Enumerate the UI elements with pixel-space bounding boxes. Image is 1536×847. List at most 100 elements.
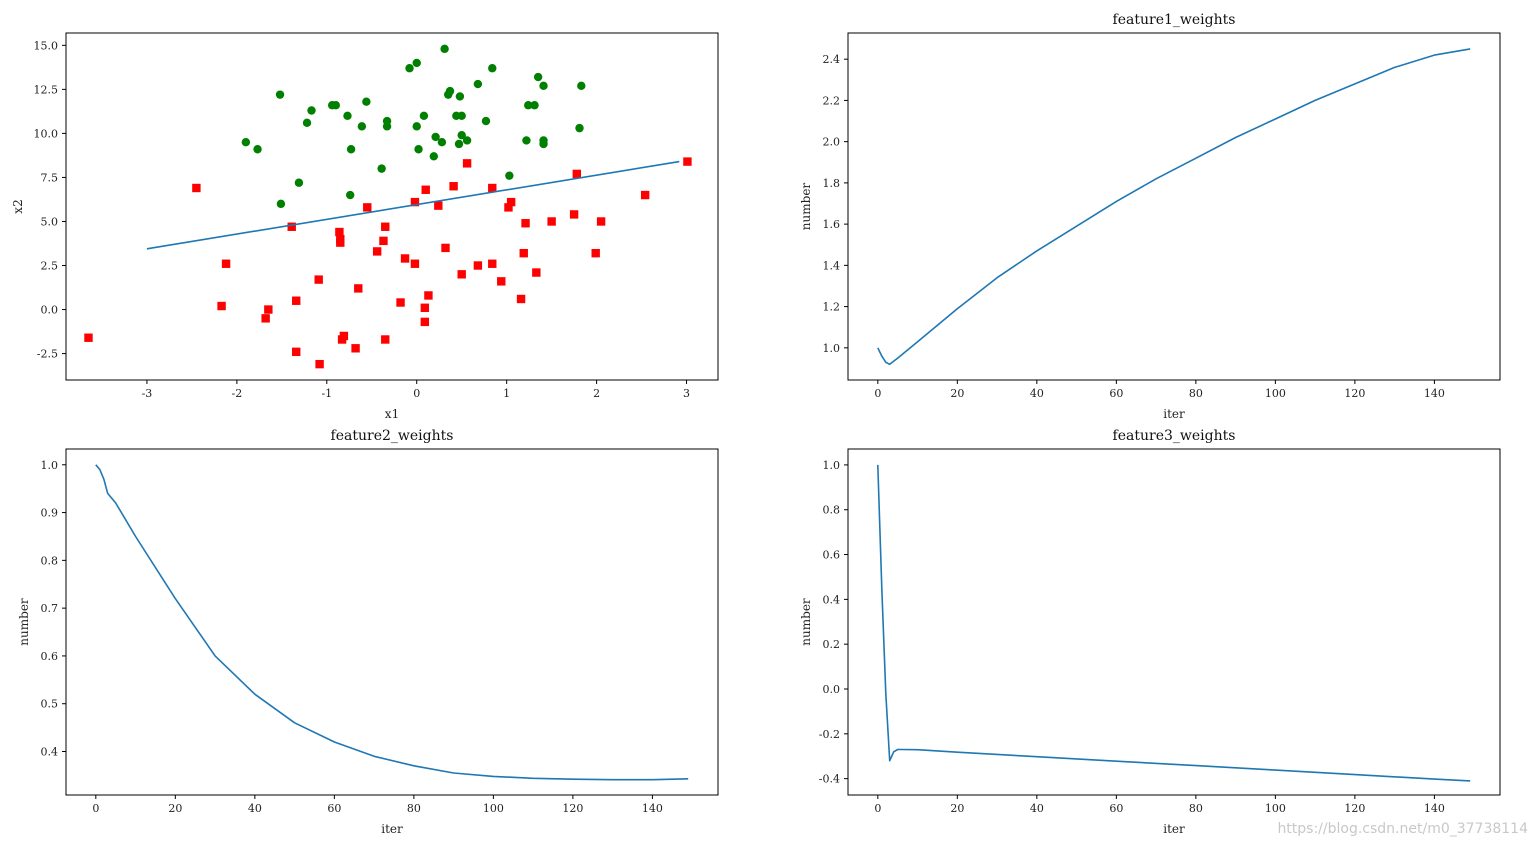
data-point-circle: [345, 190, 355, 200]
data-point-circle: [444, 90, 453, 99]
data-point-square: [217, 301, 226, 311]
data-point-square: [591, 248, 600, 258]
data-point-square: [640, 190, 650, 200]
data-point-square: [261, 314, 270, 323]
watermark: https://blog.csdn.net/m0_37738114: [1277, 821, 1528, 837]
x-tick-label: 40: [248, 802, 262, 815]
data-point-square: [457, 270, 466, 279]
data-point-square: [516, 294, 526, 304]
data-point-square: [337, 335, 347, 344]
x-tick-label: 100: [1265, 802, 1286, 815]
x-tick-label: 40: [1030, 387, 1044, 400]
data-point-circle: [377, 164, 386, 173]
y-tick-label: 1.0: [41, 459, 59, 472]
x-tick-label: 0: [413, 387, 420, 400]
x-axis-label: x1: [385, 407, 399, 421]
y-tick-label: 7.5: [41, 171, 59, 184]
data-point-circle: [429, 152, 439, 161]
data-point-circle: [530, 101, 539, 110]
x-tick-label: 20: [168, 802, 182, 815]
x-tick-label: 0: [92, 802, 99, 815]
data-point-circle: [539, 139, 548, 149]
x-tick-label: -1: [321, 387, 332, 400]
x-tick-label: 100: [483, 802, 504, 815]
data-point-square: [420, 317, 430, 327]
x-tick-label: 80: [407, 802, 421, 815]
data-point-circle: [419, 111, 429, 120]
data-point-square: [504, 203, 513, 212]
y-tick-label: 0.6: [823, 549, 841, 562]
data-point-square: [192, 183, 201, 193]
data-point-square: [521, 219, 530, 228]
data-point-circle: [457, 130, 466, 140]
data-point-square: [292, 347, 301, 357]
x-tick-label: 2: [593, 387, 600, 400]
y-tick-label: 0.8: [823, 504, 841, 517]
chart-title: feature1_weights: [1113, 12, 1236, 28]
x-axis-label: iter: [1163, 407, 1185, 421]
x-tick-label: 100: [1265, 387, 1286, 400]
y-tick-label: 0.0: [823, 683, 841, 696]
x-tick-label: 0: [874, 802, 881, 815]
data-point-circle: [382, 122, 392, 131]
data-point-square: [420, 303, 430, 312]
y-tick-label: 0.5: [41, 698, 59, 711]
data-point-square: [441, 243, 450, 253]
x-tick-label: 80: [1189, 802, 1203, 815]
data-point-circle: [302, 118, 312, 128]
y-tick-label: 15.0: [34, 39, 59, 52]
data-point-circle: [577, 81, 586, 91]
data-point-square: [572, 169, 582, 179]
data-point-circle: [488, 64, 497, 73]
data-point-square: [264, 305, 273, 314]
data-point-circle: [524, 101, 533, 110]
data-point-square: [497, 277, 506, 286]
x-tick-label: 120: [1344, 802, 1365, 815]
data-point-circle: [253, 145, 262, 154]
plot-frame: [65, 32, 719, 381]
data-point-square: [351, 344, 360, 353]
chart-title: feature3_weights: [1113, 428, 1236, 444]
y-tick-label: 1.2: [823, 301, 841, 314]
x-tick-label: 1: [503, 387, 510, 400]
data-point-square: [84, 333, 93, 342]
y-tick-label: 0.4: [41, 746, 59, 759]
data-point-square: [596, 217, 606, 226]
y-tick-label: -0.4: [819, 773, 840, 786]
data-point-circle: [454, 139, 464, 149]
x-tick-label: 120: [1344, 387, 1365, 400]
plot-frame: [65, 448, 719, 796]
chart-scatter: -3 -2 -1 0 1 2 3 -2.5 0.0 2.5 5.0 7.5 10.0 12.5 15.0 x1…: [11, 32, 719, 421]
data-point-square: [421, 185, 430, 194]
data-point-circle: [346, 145, 356, 154]
data-point-square: [314, 275, 323, 284]
data-point-circle: [331, 101, 340, 110]
data-point-circle: [462, 136, 472, 145]
y-tick-label: -0.2: [819, 728, 840, 741]
data-point-circle: [457, 111, 466, 120]
data-point-circle: [414, 145, 423, 154]
x-tick-label: 140: [1424, 802, 1445, 815]
y-tick-label: 2.5: [41, 260, 59, 273]
plot-frame: [847, 32, 1501, 381]
x-tick-label: 0: [874, 387, 881, 400]
data-point-circle: [481, 116, 491, 126]
x-tick-label: 40: [1030, 802, 1044, 815]
data-point-square: [488, 183, 497, 193]
data-point-circle: [473, 79, 483, 89]
y-tick-label: 1.6: [823, 218, 841, 231]
x-tick-label: 60: [327, 802, 341, 815]
data-point-square: [396, 298, 405, 307]
plot-frame: [847, 448, 1501, 796]
y-tick-label: 0.7: [41, 602, 59, 615]
data-point-square: [400, 254, 410, 263]
data-point-square: [683, 157, 692, 166]
y-tick-label: 0.9: [41, 507, 59, 520]
decision-boundary-line: [146, 160, 680, 250]
x-tick-label: 60: [1109, 387, 1123, 400]
y-tick-label: 0.8: [41, 554, 59, 567]
data-point-square: [449, 182, 458, 191]
y-tick-label: 12.5: [34, 83, 59, 96]
y-tick-label: 1.0: [823, 342, 841, 355]
y-axis-label: number: [17, 598, 31, 646]
